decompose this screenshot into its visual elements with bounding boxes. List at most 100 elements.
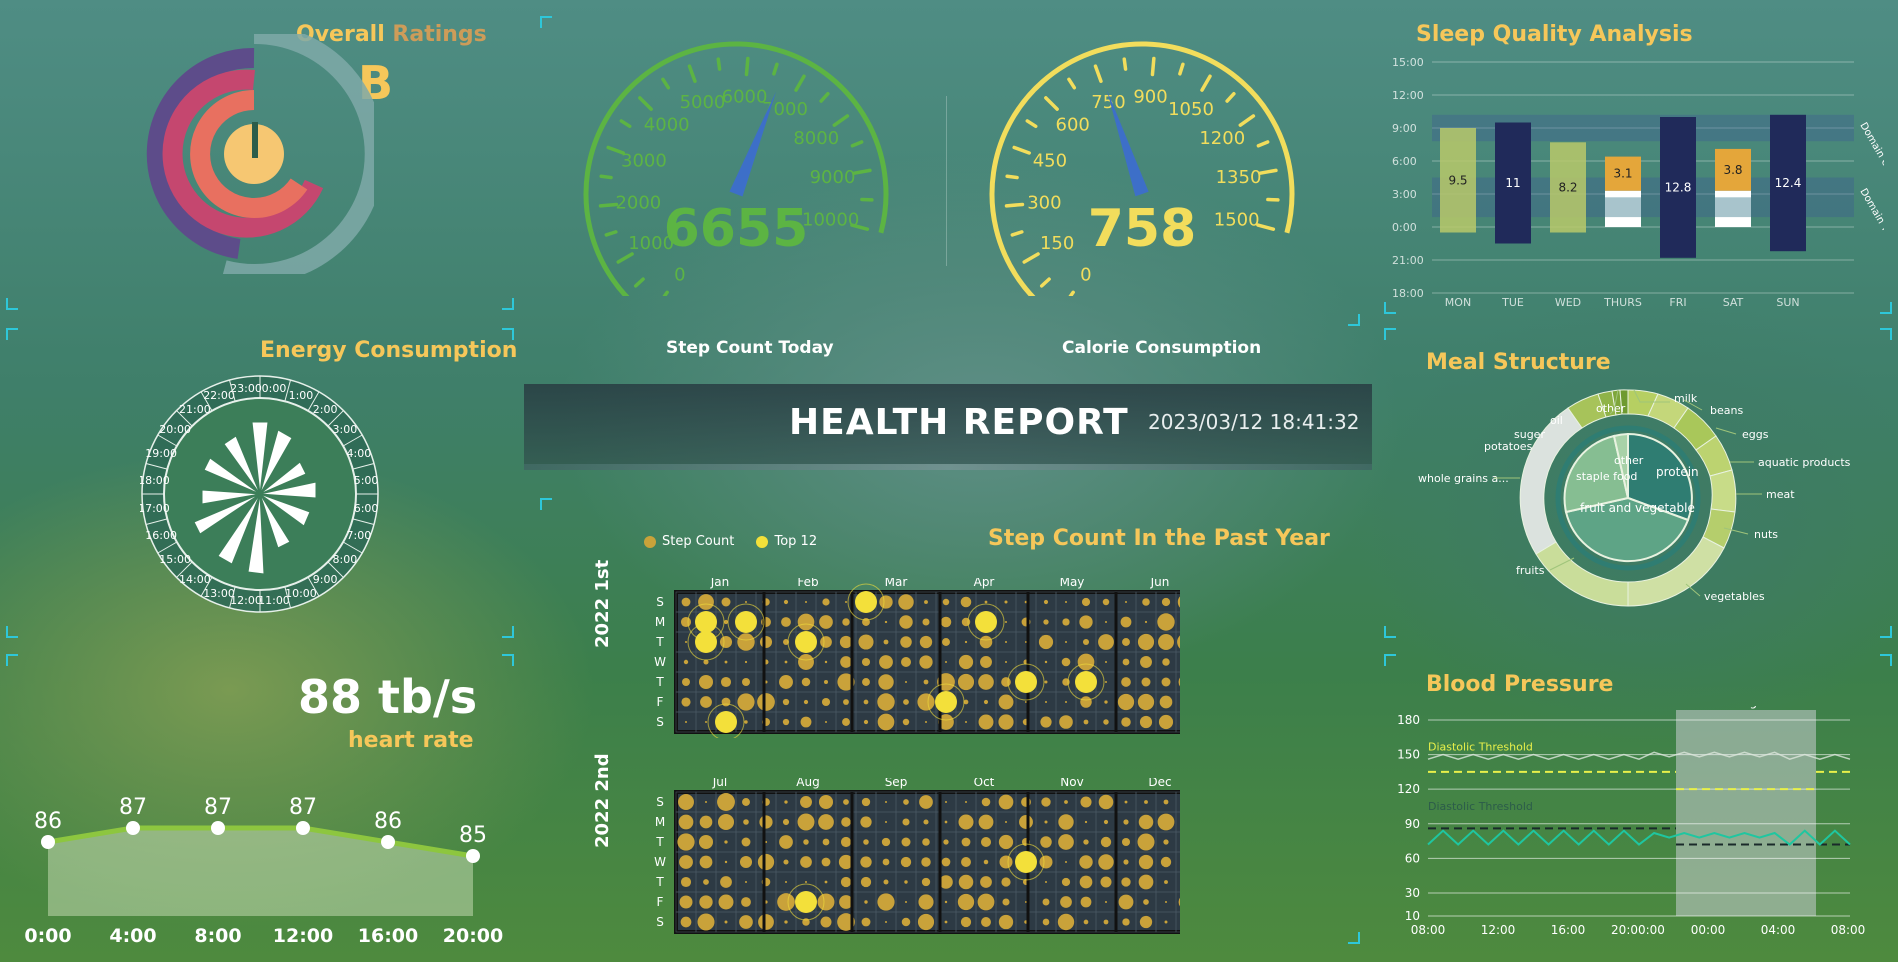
calendar-day-dot (1105, 621, 1107, 623)
calendar-day-dot (864, 900, 868, 904)
gauge-tick-label: 1050 (1168, 99, 1214, 120)
calendar-day-dot (840, 656, 852, 668)
meal-label-nuts: nuts (1754, 528, 1778, 541)
sleep-x-label: TUE (1501, 296, 1524, 308)
energy-hour-label: 23:00 (230, 382, 262, 395)
ratings-ring-4 (190, 90, 308, 218)
calendar-day-dot (921, 857, 931, 867)
calendar-day-dot (679, 855, 693, 869)
calendar-day-label: S (656, 595, 664, 609)
calendar-day-dot (1121, 837, 1131, 847)
calendar-day-dot (1139, 715, 1153, 729)
calendar-day-dot (680, 916, 692, 928)
calendar-day-dot (961, 857, 971, 867)
gauge-tick-label: 2000 (615, 193, 661, 214)
calendar-day-dot (840, 836, 852, 848)
calendar-top-dot (1075, 671, 1097, 693)
gauge-tick-label: 9000 (810, 167, 856, 188)
meal-label-eggs: eggs (1742, 428, 1769, 441)
sleep-x-label: MON (1445, 296, 1471, 308)
calendar-day-dot (717, 813, 735, 831)
energy-hour-label: 10:00 (285, 587, 317, 600)
calendar-day-dot (739, 855, 753, 869)
calendar-day-dot (937, 673, 955, 691)
calendar-day-dot (819, 615, 833, 629)
sleep-bar (1440, 128, 1476, 233)
calendar-day-dot (698, 834, 714, 850)
heart-point (211, 821, 225, 835)
calendar-day-dot (759, 815, 773, 829)
calendar-day-dot (825, 721, 827, 723)
meal-label-fruits: fruits (1516, 564, 1545, 577)
calendar-top-dot (715, 711, 737, 733)
calendar-day-dot (1122, 918, 1130, 926)
gauge-value: 758 (1088, 199, 1197, 259)
calendar-day-dot (720, 676, 732, 688)
meal-label-meat: meat (1766, 488, 1795, 501)
calendar-day-dot (861, 917, 871, 927)
calendar-day-dot (1079, 875, 1093, 889)
meal-panel: Meal Structure protein fruit a (1384, 328, 1892, 638)
calendar-day-dot (860, 816, 872, 828)
sleep-bar (1770, 114, 1806, 252)
calendar-day-dot (678, 794, 694, 810)
gauge-tick-label: 4000 (644, 115, 690, 136)
calendar-top-dot (795, 631, 817, 653)
calendar-day-dot (784, 660, 788, 664)
gauges-panel: 0 1000 2000 3000 4000 5000 6000 7000 8000 9000 100… (540, 16, 1360, 358)
calendar-top-dot (695, 631, 717, 653)
calendar-day-dot (1080, 896, 1092, 908)
sleep-bar-label: 8.2 (1558, 180, 1577, 194)
calendar-day-dot (944, 900, 948, 904)
bp-title: Blood Pressure (1426, 672, 1614, 697)
sleep-y-tick: 12:00 (1392, 89, 1424, 102)
ratings-ring-2 (146, 47, 255, 259)
panel-corner (6, 298, 18, 310)
calendar-day-dot (961, 837, 971, 847)
calendar-day-dot (964, 640, 968, 644)
calendar-day-dot (958, 654, 974, 670)
calendar-day-dot (724, 920, 728, 924)
calendar-day-dot (805, 881, 807, 883)
calendar-day-dot (878, 674, 894, 690)
calendar-day-dot (901, 917, 911, 927)
calendar-day-dot (1044, 680, 1048, 684)
calendar-day-dot (757, 853, 775, 871)
sleep-bar-label: 12.4 (1775, 176, 1802, 190)
calendar-day-label: S (656, 915, 664, 929)
calendar-day-dot (924, 600, 928, 604)
calendar-day-dot (1044, 660, 1048, 664)
heart-x-label: 0:00 (24, 925, 71, 947)
calendar-day-dot (822, 838, 830, 846)
sleep-x-label: SAT (1723, 296, 1744, 308)
calendar-day-dot (822, 598, 830, 606)
calendar-day-dot (1083, 919, 1089, 925)
sleep-title: Sleep Quality Analysis (1416, 22, 1693, 47)
calendar-day-dot (743, 819, 749, 825)
calendar-day-dot (821, 697, 831, 707)
calendar-day-dot (1159, 695, 1173, 709)
gauge-needle (729, 91, 777, 197)
heart-point (381, 835, 395, 849)
calendar-day-dot (745, 601, 747, 603)
calendar-day-dot (777, 893, 795, 911)
calendar-day-dot (843, 799, 849, 805)
sleep-x-label: FRI (1669, 296, 1686, 308)
calendar-day-dot (1083, 719, 1089, 725)
calendar-day-dot (1125, 601, 1127, 603)
energy-hour-label: 17:00 (140, 502, 170, 515)
calendar-day-dot (1005, 641, 1007, 643)
calendar-day-dot (957, 673, 975, 691)
bp-systolic-line (1427, 751, 1851, 761)
panel-corner (1880, 328, 1892, 340)
calendar-day-dot (877, 893, 895, 911)
panel-corner (1880, 654, 1892, 666)
calendar-day-dot (824, 660, 828, 664)
bp-y-tick: 60 (1405, 851, 1420, 865)
calendar-day-dot (917, 693, 935, 711)
calendar-day-dot (1001, 877, 1011, 887)
calendar-day-dot (1162, 658, 1170, 666)
calendar-day-dot (800, 856, 812, 868)
